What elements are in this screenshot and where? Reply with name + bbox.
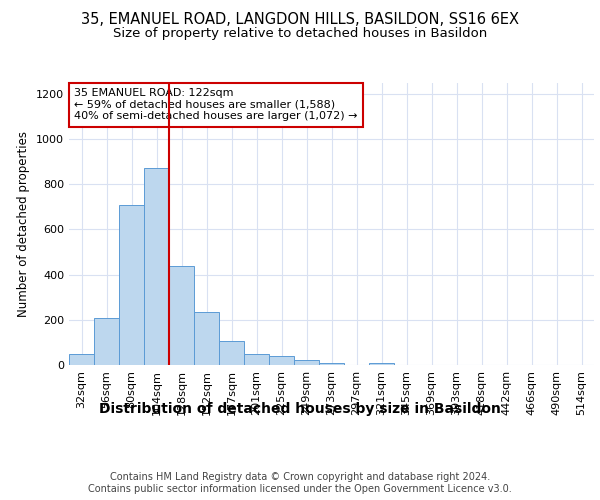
Y-axis label: Number of detached properties: Number of detached properties [17,130,31,317]
Bar [219,342,244,365]
Text: Size of property relative to detached houses in Basildon: Size of property relative to detached ho… [113,28,487,40]
Text: 35, EMANUEL ROAD, LANGDON HILLS, BASILDON, SS16 6EX: 35, EMANUEL ROAD, LANGDON HILLS, BASILDO… [81,12,519,28]
Bar [194,312,219,365]
Bar [169,266,194,365]
Bar [269,356,294,365]
Text: 35 EMANUEL ROAD: 122sqm
← 59% of detached houses are smaller (1,588)
40% of semi: 35 EMANUEL ROAD: 122sqm ← 59% of detache… [74,88,358,122]
Bar [144,168,169,365]
Bar [319,362,344,365]
Bar [94,318,119,365]
Bar [294,360,319,365]
Bar [244,354,269,365]
Bar [119,204,144,365]
Bar [369,363,394,365]
Bar [69,354,94,365]
Text: Contains HM Land Registry data © Crown copyright and database right 2024.
Contai: Contains HM Land Registry data © Crown c… [88,472,512,494]
Text: Distribution of detached houses by size in Basildon: Distribution of detached houses by size … [99,402,501,416]
